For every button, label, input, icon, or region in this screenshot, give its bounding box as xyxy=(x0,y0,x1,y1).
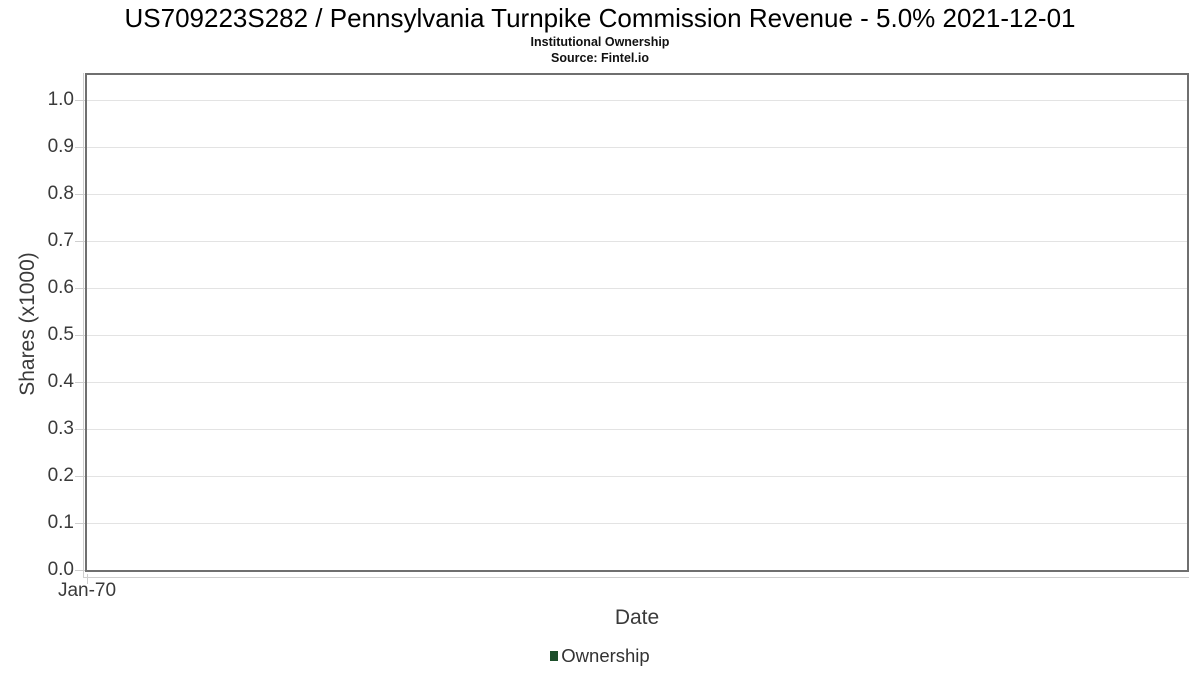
y-axis-line xyxy=(83,73,84,578)
gridline xyxy=(87,475,1187,477)
legend: Ownership xyxy=(0,645,1200,667)
x-axis-label: Date xyxy=(614,606,660,629)
y-tick-mark xyxy=(75,570,85,571)
y-tick-label: 0.9 xyxy=(47,135,74,157)
x-tick-mark xyxy=(87,574,88,584)
y-tick-label: 0.3 xyxy=(47,417,74,439)
gridline xyxy=(87,287,1187,289)
y-tick-label: 0.1 xyxy=(47,511,74,533)
y-tick-mark xyxy=(75,381,85,383)
legend-swatch-icon xyxy=(550,651,559,661)
y-tick-mark xyxy=(75,193,85,195)
y-tick-mark xyxy=(75,146,85,148)
x-axis-line xyxy=(83,577,1189,578)
y-tick-label: 0.7 xyxy=(47,229,74,251)
y-tick-mark xyxy=(75,428,85,430)
gridline xyxy=(87,381,1187,383)
gridline xyxy=(87,193,1187,195)
x-tick-label: Jan-70 xyxy=(57,580,117,601)
y-tick-mark xyxy=(75,287,85,289)
gridline xyxy=(87,334,1187,336)
y-tick-mark xyxy=(75,522,85,524)
gridline xyxy=(87,428,1187,430)
y-tick-label: 0.2 xyxy=(47,464,74,486)
y-tick-label: 0.0 xyxy=(47,559,74,580)
gridline xyxy=(87,240,1187,242)
gridline xyxy=(87,522,1187,524)
y-tick-label: 1.0 xyxy=(47,88,74,110)
chart-title: US709223S282 / Pennsylvania Turnpike Com… xyxy=(124,3,1076,33)
legend-label: Ownership xyxy=(561,645,650,666)
chart-source: Source: Fintel.io xyxy=(551,51,649,65)
y-tick-label: 0.5 xyxy=(47,323,74,345)
gridline xyxy=(87,146,1187,148)
y-tick-label: 0.6 xyxy=(47,276,74,298)
y-tick-label: 0.4 xyxy=(47,370,74,392)
y-tick-mark xyxy=(75,240,85,242)
y-tick-label: 0.8 xyxy=(47,182,74,204)
y-tick-mark xyxy=(75,99,85,101)
plot-area xyxy=(85,73,1189,572)
gridline xyxy=(87,99,1187,101)
chart-subtitle: Institutional Ownership xyxy=(530,35,670,49)
y-tick-mark xyxy=(75,475,85,477)
legend-item-ownership[interactable]: Ownership xyxy=(550,645,650,667)
y-tick-mark xyxy=(75,334,85,336)
